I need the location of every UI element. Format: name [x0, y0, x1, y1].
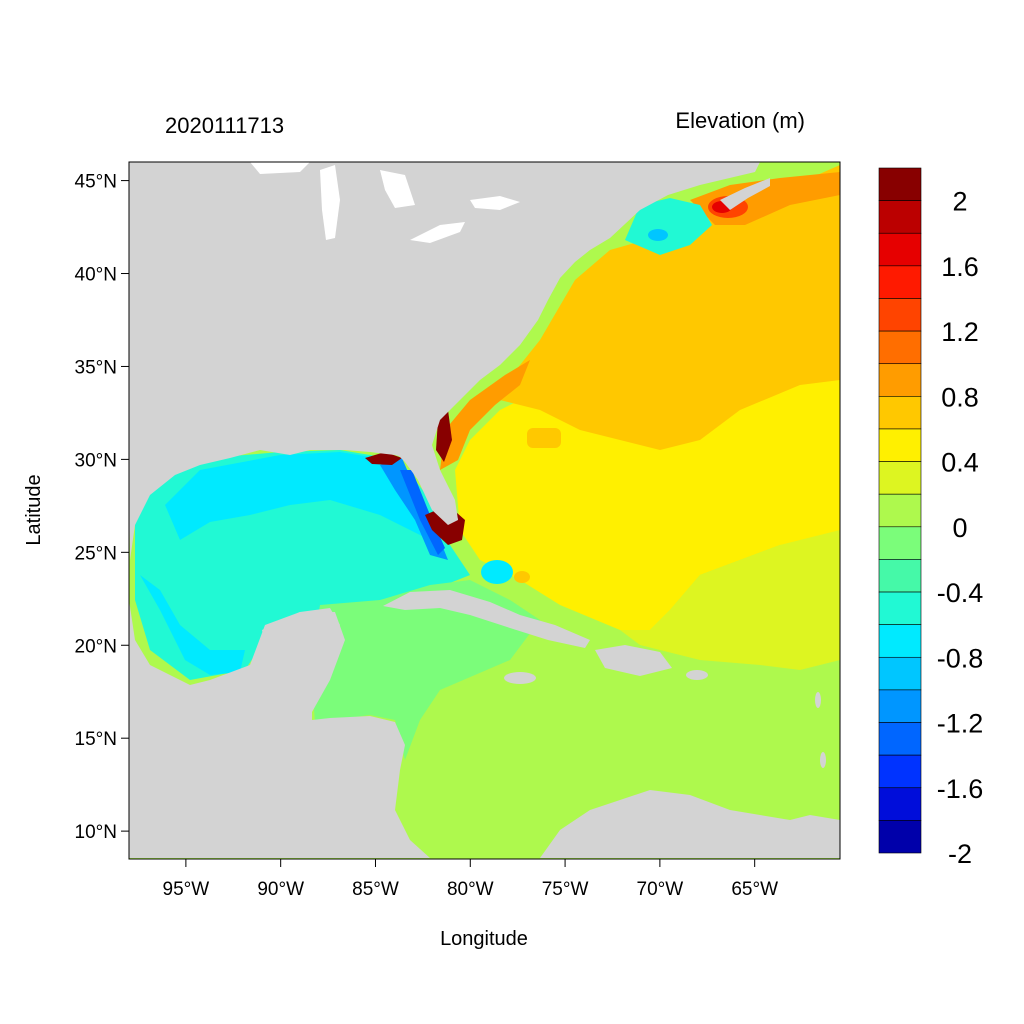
- colorbar-box: [878, 722, 922, 756]
- y-tick-label: 10°N: [75, 822, 117, 843]
- colorbar-box: [878, 265, 922, 299]
- lesser-antilles-2: [820, 752, 826, 768]
- y-tick-label: 35°N: [75, 357, 117, 378]
- colorbar-box: [878, 559, 922, 593]
- y-tick-label: 30°N: [75, 450, 117, 471]
- bahamas-warm-spot: [514, 571, 530, 583]
- georgia-coast-high: [436, 410, 452, 462]
- colorbar-label: 1.2: [941, 317, 979, 347]
- colorbar-box: [878, 656, 922, 691]
- map-plot-area: [129, 162, 840, 859]
- se-coast-orange: [440, 360, 530, 470]
- florida-peninsula: [395, 452, 458, 525]
- timestamp-label: 2020111713: [165, 113, 284, 138]
- trinidad-island: [820, 820, 832, 832]
- colorbar-label: 2: [952, 187, 967, 217]
- x-tick-label: 95°W: [163, 879, 210, 900]
- colorbar-box: [878, 820, 922, 854]
- land-masses: [129, 162, 840, 858]
- colorbar-label: -2: [948, 839, 972, 869]
- atlantic-orange-zone: [465, 165, 840, 450]
- colorbar-box: [878, 754, 922, 789]
- colorbar-box: [878, 232, 922, 267]
- colorbar-box: [878, 787, 922, 821]
- puerto-rico-island: [686, 670, 708, 680]
- colorbar-box: [878, 428, 922, 462]
- x-tick-label: 65°W: [731, 879, 778, 900]
- colorbar-box: [878, 526, 922, 560]
- bahamas-low-spot: [481, 560, 513, 584]
- cape-cod-low-zone: [625, 198, 712, 255]
- y-tick-label: 15°N: [75, 729, 117, 750]
- colorbar-box: [878, 396, 922, 430]
- lake-ontario: [470, 196, 520, 210]
- y-axis: 45°N 40°N 35°N 30°N 25°N 20°N 15°N 10°N: [75, 172, 129, 843]
- y-tick-label: 25°N: [75, 543, 117, 564]
- jamaica-island: [504, 672, 536, 684]
- colorbar-label: -0.4: [937, 578, 984, 608]
- caribbean-green: [310, 580, 540, 760]
- lake-huron: [380, 170, 415, 208]
- x-tick-label: 70°W: [637, 879, 684, 900]
- colorbar-label: 0.4: [941, 448, 979, 478]
- y-tick-label: 45°N: [75, 172, 117, 193]
- gulf-western-cyan: [140, 575, 245, 675]
- mexico-central-america-land: [129, 600, 430, 858]
- north-america-land: [129, 162, 760, 560]
- colorbar-box: [878, 200, 922, 234]
- variable-label: Elevation (m): [675, 108, 805, 133]
- plot-frame: [128, 161, 841, 860]
- y-axis-title: Latitude: [23, 474, 45, 545]
- gulf-stream-warm-spot: [527, 428, 561, 448]
- great-lakes: [250, 162, 520, 243]
- nova-scotia-land: [720, 178, 770, 210]
- y-tick-label: 20°N: [75, 636, 117, 657]
- cuba-island: [383, 590, 590, 648]
- colorbar-box: [878, 298, 922, 332]
- colorbar-box: [878, 167, 922, 201]
- colorbar-box: [878, 493, 922, 528]
- y-tick-label: 40°N: [75, 265, 117, 286]
- florida-west-coast-deepblue: [400, 470, 445, 555]
- colorbar-label: 0.8: [941, 382, 979, 412]
- colorbar-label: -0.8: [937, 643, 984, 673]
- lake-erie: [410, 222, 465, 243]
- yucatan-peninsula: [262, 612, 345, 712]
- lesser-antilles-1: [815, 692, 821, 708]
- x-axis-title: Longitude: [440, 928, 528, 950]
- hispaniola-island: [595, 645, 672, 676]
- x-tick-label: 85°W: [352, 879, 399, 900]
- florida-panhandle-high: [365, 452, 402, 465]
- atlantic-yellowgreen-zone: [620, 390, 840, 670]
- colorbar-box: [878, 624, 922, 658]
- lake-michigan: [320, 165, 340, 240]
- colorbar-box: [878, 363, 922, 397]
- colorbar-label: 0: [952, 513, 967, 543]
- colorbar-label: -1.6: [937, 774, 984, 804]
- colorbar-box: [878, 330, 922, 365]
- colorbar-box: [878, 689, 922, 723]
- colorbar: 2 1.6 1.2 0.8 0.4 0 -0.4 -0.8 -1.2 -1.6 -2: [878, 167, 984, 869]
- x-axis: 95°W 90°W 85°W 80°W 75°W 70°W 65°W: [163, 859, 778, 900]
- x-tick-label: 90°W: [257, 879, 304, 900]
- colorbar-label: -1.2: [937, 709, 984, 739]
- x-tick-label: 80°W: [447, 879, 494, 900]
- gulf-northern-cyan: [165, 452, 430, 540]
- colorbar-box: [878, 591, 922, 625]
- cape-cod-low-core: [648, 229, 668, 241]
- colorbar-label: 1.6: [941, 252, 979, 282]
- south-america-land: [540, 790, 840, 858]
- lake-superior: [250, 162, 310, 174]
- x-tick-label: 75°W: [542, 879, 589, 900]
- colorbar-box: [878, 461, 922, 495]
